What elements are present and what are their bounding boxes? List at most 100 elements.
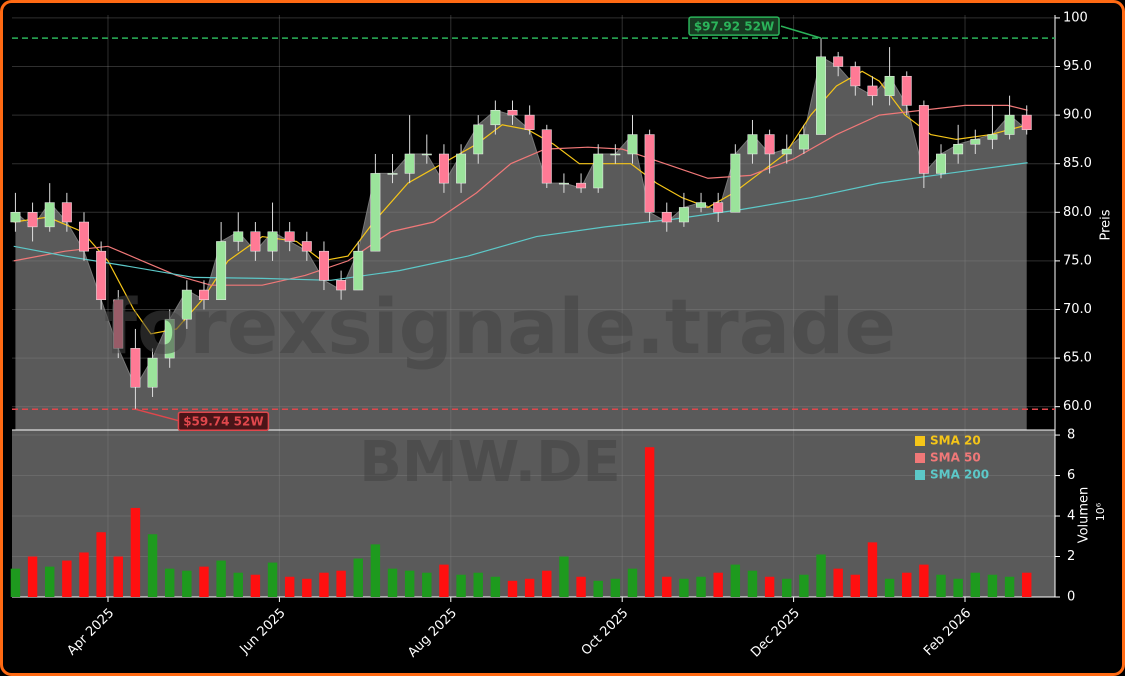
volume-bar (782, 578, 792, 597)
candle-body (79, 221, 89, 252)
volume-bar (439, 564, 449, 597)
volume-bar (576, 576, 586, 597)
candle-body (541, 129, 552, 184)
candle-body (284, 231, 295, 242)
volume-bar (387, 568, 398, 597)
y-tick-label: 85.0 (1063, 156, 1092, 171)
volume-bar (473, 572, 483, 597)
volume-bar (44, 566, 55, 597)
candle-body (816, 56, 826, 135)
volume-bar (490, 576, 501, 597)
volume-bar (422, 572, 432, 597)
volume-bar (593, 580, 603, 597)
candle-body (199, 289, 209, 301)
volume-bar (627, 568, 638, 597)
candle-body (490, 109, 501, 126)
sma-line (13, 104, 1028, 286)
candle-body (576, 182, 587, 189)
candle-body (267, 231, 278, 252)
volume-bar (62, 560, 72, 597)
candle-body (867, 85, 878, 96)
volume-bar (353, 558, 363, 597)
volume-bar (370, 544, 381, 597)
legend-label: SMA 20 (930, 434, 981, 448)
candle-body (250, 231, 261, 252)
volume-bar (199, 566, 209, 597)
volume-bar (456, 574, 466, 597)
volume-bar (336, 570, 346, 597)
candle-body (1021, 114, 1032, 130)
candle-body (404, 153, 415, 174)
candle-body (610, 153, 621, 156)
y-tick-label: 75.0 (1063, 253, 1092, 268)
volume-bar (1004, 576, 1015, 597)
candle-body (164, 318, 175, 359)
volume-bar (816, 554, 826, 597)
volume-bar (182, 570, 192, 597)
volume-bar (610, 578, 621, 597)
candle-body (216, 241, 227, 301)
candle-body (507, 109, 518, 116)
volume-bar (644, 447, 655, 597)
price-area (15, 56, 1027, 431)
candle-body (456, 153, 467, 184)
volume-bar (867, 542, 878, 597)
volume-bar (799, 574, 809, 597)
candle-body (558, 182, 569, 185)
candle-body (130, 348, 141, 388)
candle-body (747, 134, 758, 155)
y-tick-label: 0 (1067, 590, 1075, 605)
volume-bar (542, 570, 552, 597)
volume-bar (10, 568, 21, 597)
annotation-arrow (780, 25, 822, 39)
volume-bar (1022, 572, 1032, 597)
candle-body (678, 207, 689, 223)
volume-bar (953, 578, 963, 597)
volume-bar (679, 578, 689, 597)
volume-bar (730, 564, 741, 597)
candle-body (61, 202, 72, 223)
candle-body (901, 75, 912, 106)
y-tick-label: 90.0 (1063, 108, 1092, 123)
candle-body (1004, 114, 1015, 135)
candle-body (438, 153, 449, 184)
candle-body (627, 134, 638, 155)
volume-bar (970, 572, 981, 597)
volume-bar (216, 560, 226, 597)
legend-swatch (915, 470, 925, 480)
volume-panel (12, 430, 1055, 597)
volume-axis-label: Volumen (1077, 487, 1092, 544)
candle-body (181, 289, 192, 320)
candle-body (833, 56, 844, 67)
volume-bar (404, 570, 415, 597)
volume-bar (507, 580, 518, 597)
y-tick-label: 100 (1063, 10, 1088, 25)
volume-exponent: 10⁶ (1094, 502, 1107, 521)
candle-body (44, 202, 55, 228)
candle-body (147, 357, 158, 388)
y-tick-label: 80.0 (1063, 205, 1092, 220)
candle-body (644, 134, 655, 213)
candle-body (987, 134, 998, 140)
candle-body (696, 202, 707, 208)
volume-bar (130, 507, 141, 597)
candle-body (233, 231, 244, 242)
volume-bar (96, 532, 106, 597)
legend-label: SMA 200 (930, 468, 989, 482)
candle-body (113, 299, 124, 349)
volume-bar (747, 570, 758, 597)
candle-body (336, 280, 347, 291)
y-tick-label: 2 (1067, 549, 1075, 564)
candle-body (301, 241, 312, 252)
volume-bar (713, 572, 723, 597)
candle-body (936, 153, 946, 174)
y-tick-label: 8 (1067, 428, 1075, 443)
candle-body (353, 250, 364, 291)
candle-body (370, 173, 381, 252)
volume-bar (833, 568, 843, 597)
candle-body (918, 105, 929, 174)
volume-bar (319, 572, 329, 597)
volume-bar (147, 534, 158, 597)
candle-body (713, 202, 724, 213)
